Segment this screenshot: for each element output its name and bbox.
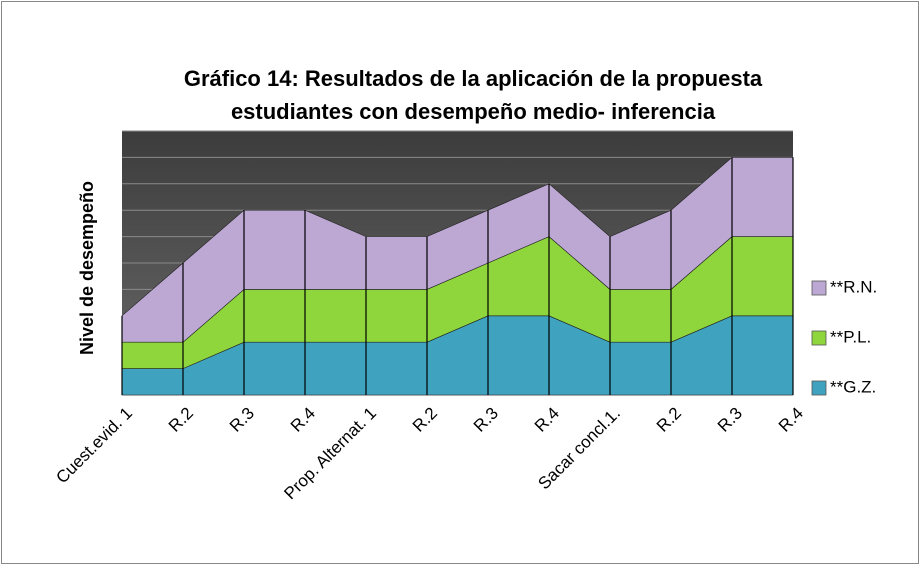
legend-label: **G.Z. (830, 377, 876, 396)
legend-label: **P.L. (830, 327, 871, 346)
legend-swatch (811, 280, 827, 296)
y-axis-label: Nivel de desempeño (77, 181, 97, 355)
chart-title: Gráfico 14: Resultados de la aplicación … (184, 66, 763, 91)
chart-title: estudiantes con desempeño medio- inferen… (231, 99, 716, 124)
legend-label: **R.N. (830, 277, 877, 296)
legend-swatch (811, 380, 827, 396)
legend-swatch (811, 330, 827, 346)
